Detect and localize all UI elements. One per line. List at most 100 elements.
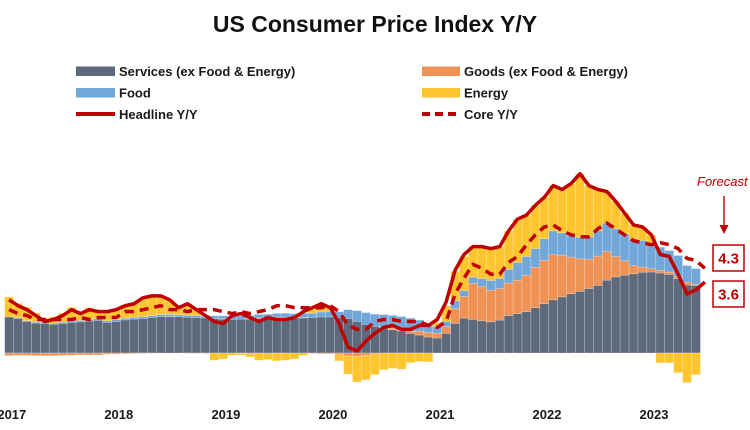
bar-food-2021-08	[486, 280, 496, 291]
bar-energy-2021-01	[423, 352, 434, 363]
bar-services-2023-07	[691, 285, 701, 354]
bar-services-2017-08	[57, 323, 68, 354]
bar-energy-2020-04	[343, 355, 353, 375]
bar-services-2018-01	[102, 322, 112, 354]
bar-services-2017-05	[31, 322, 41, 354]
legend-swatch-goods	[422, 66, 460, 76]
forecast-annotation: Forecast 4.3 3.6	[697, 174, 749, 308]
forecast-arrow-icon	[719, 225, 729, 234]
x-tick-label-2023: 2023	[640, 407, 669, 422]
bar-goods-2021-04	[450, 308, 460, 324]
x-axis-tick-labels: 2017 2018 2019 2020 2021 2022 2023	[0, 407, 668, 422]
bar-services-2020-08	[378, 328, 389, 354]
legend-label-energy: Energy	[464, 86, 509, 101]
bar-services-2018-03	[120, 319, 130, 354]
bar-energy-2023-06	[682, 352, 692, 383]
bar-food-2022-07	[584, 236, 594, 260]
bar-services-2022-11	[619, 274, 630, 354]
stacked-bars	[4, 173, 701, 383]
bar-food-2021-12	[521, 256, 532, 276]
bar-services-2020-01	[316, 316, 327, 354]
bar-services-2019-07	[263, 318, 273, 354]
bar-goods-2020-02	[325, 352, 335, 355]
bar-food-2022-03	[548, 230, 559, 255]
bar-services-2017-02	[4, 316, 14, 354]
bar-goods-2023-04	[664, 271, 674, 275]
bar-services-2023-02	[646, 271, 657, 354]
chart-title: US Consumer Price Index Y/Y	[213, 11, 537, 37]
series-lines	[8, 171, 707, 353]
bar-services-2022-08	[593, 285, 603, 354]
bar-goods-2022-10	[610, 256, 621, 278]
bar-services-2020-09	[387, 329, 398, 354]
bar-energy-2020-08	[378, 352, 389, 371]
bar-energy-2019-02	[218, 352, 228, 360]
bar-goods-2021-06	[468, 282, 478, 320]
bar-services-2018-05	[138, 318, 148, 354]
bar-goods-2017-07	[48, 352, 59, 357]
bar-services-2019-05	[245, 318, 255, 354]
bar-goods-2022-05	[566, 256, 576, 294]
bar-goods-2022-11	[619, 260, 630, 276]
bar-services-2019-06	[254, 318, 264, 354]
forecast-label: Forecast	[697, 174, 749, 189]
bar-services-2023-04	[664, 274, 674, 354]
bar-services-2017-06	[40, 323, 50, 354]
forecast-core-value: 4.3	[718, 251, 739, 268]
bar-goods-2021-02	[432, 332, 443, 339]
x-tick-label-2020: 2020	[318, 407, 347, 422]
bar-food-2017-02	[4, 355, 14, 357]
bar-food-2021-10	[503, 268, 514, 284]
bar-services-2017-03	[13, 318, 23, 354]
bar-services-2020-11	[405, 332, 416, 354]
bar-energy-2020-11	[405, 352, 416, 364]
bar-food-2020-04	[343, 309, 353, 319]
bar-goods-2018-03	[120, 352, 130, 355]
bar-energy-2020-03	[334, 354, 344, 362]
bar-goods-2022-02	[539, 260, 550, 305]
legend-swatch-services	[76, 66, 115, 76]
bar-services-2017-09	[66, 322, 77, 354]
forecast-headline-box	[712, 280, 745, 308]
bar-goods-2021-09	[494, 288, 505, 321]
legend: Services (ex Food & Energy) Goods (ex Fo…	[76, 64, 628, 122]
bar-food-2021-07	[477, 278, 487, 287]
legend-item-energy: Energy	[422, 86, 509, 101]
bar-services-2019-12	[307, 317, 318, 354]
legend-swatch-food	[76, 88, 115, 98]
bar-services-2018-11	[191, 317, 202, 354]
bar-energy-2022-05	[566, 183, 576, 236]
bar-goods-2020-04	[343, 352, 353, 357]
bar-services-2019-03	[227, 319, 237, 354]
bar-services-2017-04	[22, 321, 32, 354]
bar-services-2021-08	[486, 321, 496, 354]
bar-goods-2022-06	[575, 258, 585, 292]
bar-energy-2022-08	[593, 189, 603, 231]
bar-food-2019-09	[280, 312, 291, 318]
bar-services-2022-10	[610, 276, 621, 354]
bar-services-2017-11	[84, 320, 95, 354]
bar-food-2021-06	[468, 276, 478, 284]
bar-goods-2020-06	[361, 352, 371, 356]
bar-services-2021-06	[468, 319, 478, 354]
bar-goods-2022-03	[548, 254, 559, 301]
bar-services-2020-10	[396, 330, 407, 354]
bar-services-2021-03	[441, 332, 451, 354]
core-line	[8, 221, 707, 332]
x-tick-label-2018: 2018	[104, 407, 133, 422]
bar-energy-2017-10	[75, 311, 86, 321]
bar-energy-2022-04	[557, 189, 567, 234]
bar-food-2021-11	[512, 262, 523, 281]
bar-services-2023-03	[655, 272, 666, 354]
bar-energy-2019-04	[236, 353, 246, 356]
bar-services-2022-04	[557, 296, 567, 354]
legend-label-food: Food	[119, 86, 151, 101]
bar-food-2019-08	[271, 313, 282, 318]
bar-goods-2020-01	[316, 352, 327, 355]
bar-goods-2017-02	[4, 352, 14, 356]
legend-item-services: Services (ex Food & Energy)	[76, 64, 295, 79]
x-tick-label-2022: 2022	[533, 407, 562, 422]
bar-services-2018-04	[129, 318, 139, 354]
bar-services-2022-02	[539, 303, 550, 354]
